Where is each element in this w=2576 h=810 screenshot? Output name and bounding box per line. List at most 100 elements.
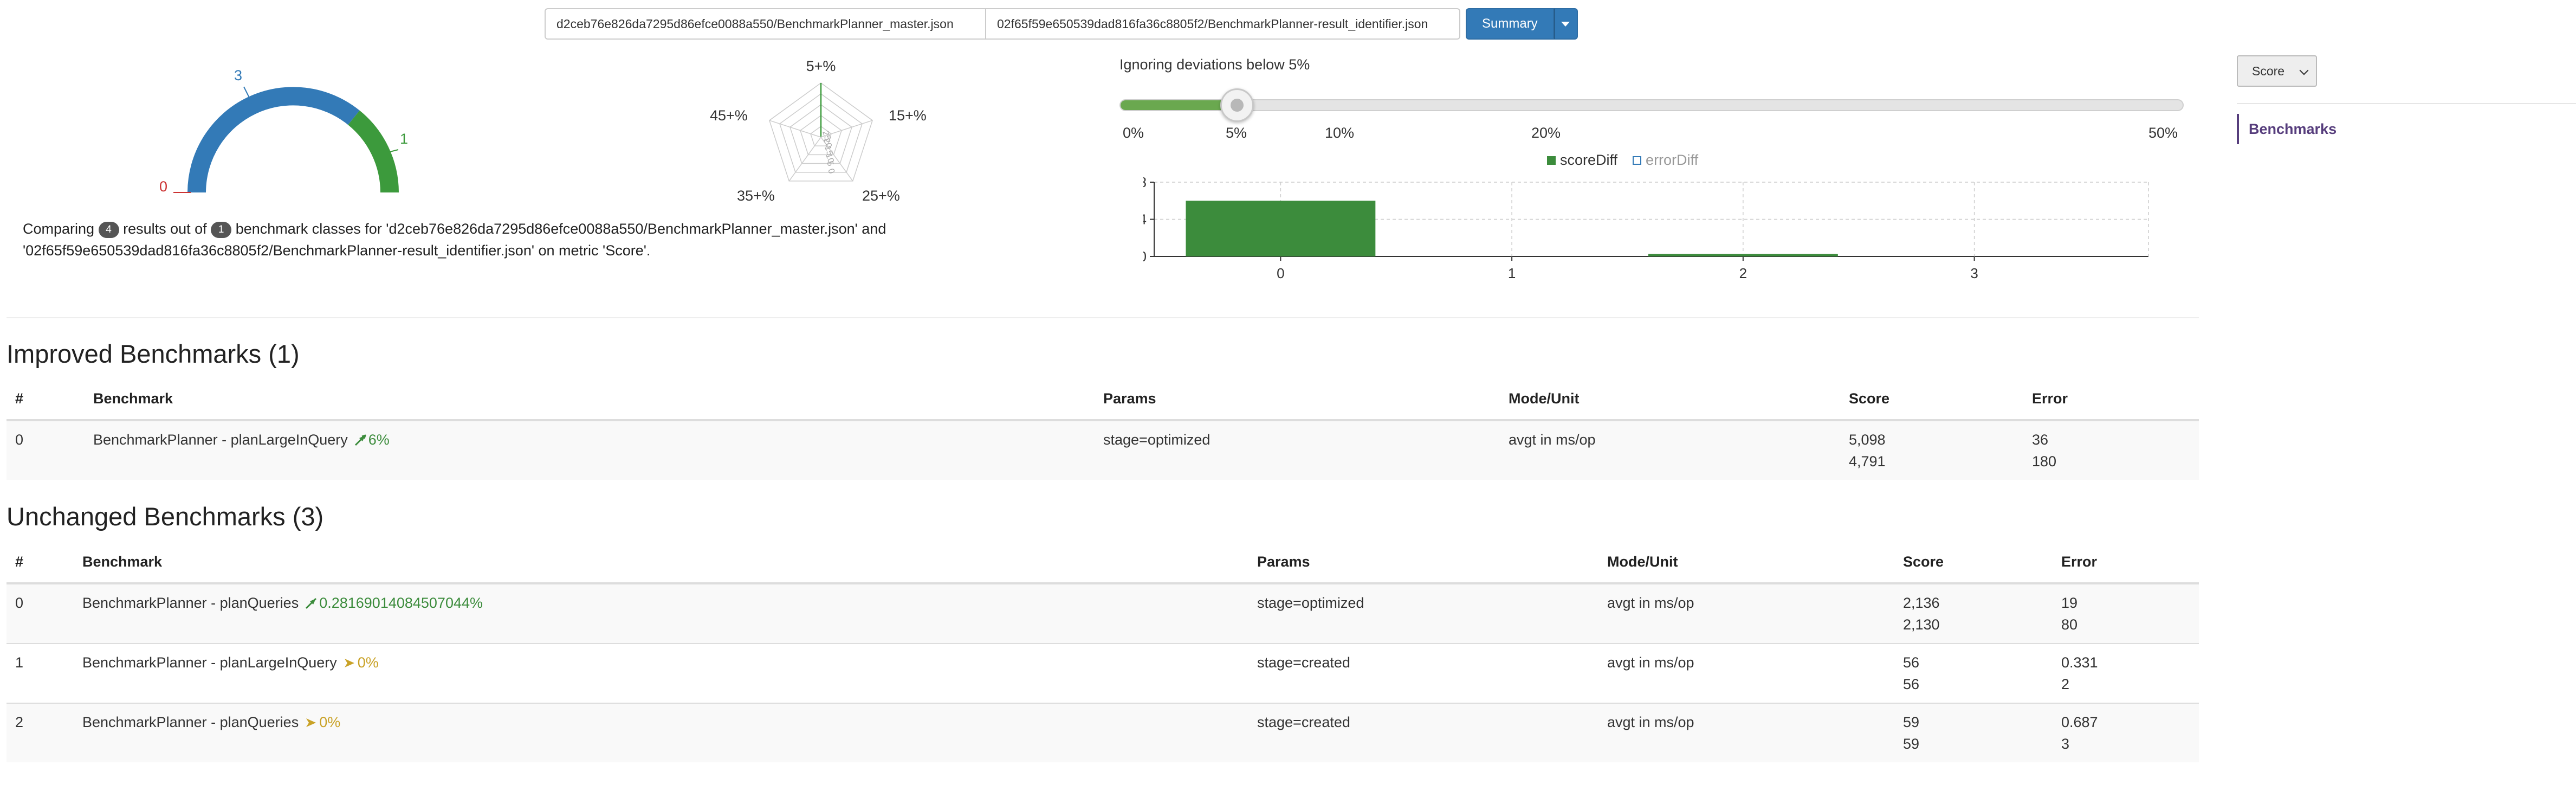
radar-ring [810,126,832,146]
trend-up-icon [306,597,317,609]
col-index: # [7,378,85,421]
chart-legend: scoreDiff errorDiff [1547,152,1698,169]
radar-spoke [769,120,821,138]
legend-score-diff[interactable]: scoreDiff [1547,152,1617,169]
score-result: 59 [1903,736,1920,752]
sidebar-divider [2237,103,2576,104]
score-result: 4,791 [1849,453,1886,470]
sidebar-item-label: Benchmarks [2249,120,2337,137]
radar-label-2: 25+% [862,188,900,204]
col-mode[interactable]: Mode/Unit [1500,378,1840,421]
slider-tick-5: 5% [1226,125,1247,141]
score-master: 56 [1903,654,1920,671]
file-selector-bar: d2ceb76e826da7295d86efce0088a550/Benchma… [545,8,1578,40]
radar-spoke [820,120,873,138]
table-row: 0 BenchmarkPlanner - planLargeInQuery 6% … [7,420,2199,480]
table-row: 2 BenchmarkPlanner - planQueries 0% stage… [7,703,2199,762]
score-cell: 2,136 2,130 [1894,583,2053,644]
col-mode[interactable]: Mode/Unit [1598,541,1894,584]
x-tick-label: 2 [1739,265,1747,281]
col-error[interactable]: Error [2053,541,2199,584]
benchmark-cell: BenchmarkPlanner - planLargeInQuery 6% [85,420,1095,480]
col-params[interactable]: Params [1248,541,1598,584]
score-diff-bar[interactable] [1648,254,1838,256]
col-params[interactable]: Params [1095,378,1500,421]
trend-up-icon [354,434,366,446]
error-cell: 19 80 [2053,583,2199,644]
result-file-field[interactable]: 02f65f59e650539dad816fa36c8805f2/Benchma… [986,8,1460,40]
error-cell: 36 180 [2023,420,2199,480]
summary-button[interactable]: Summary [1466,8,1554,40]
col-benchmark[interactable]: Benchmark [74,541,1248,584]
radar-spoke [820,137,853,182]
legend-error-diff[interactable]: errorDiff [1633,152,1698,169]
table-row: 0 BenchmarkPlanner - planQueries 0.281690… [7,583,2199,644]
mode-cell: avgt in ms/op [1500,420,1840,480]
error-cell: 0.687 3 [2053,703,2199,762]
row-index: 0 [7,583,74,644]
x-tick-label: 1 [1508,265,1516,281]
benchmark-cell: BenchmarkPlanner - planQueries 0.28169014… [74,583,1248,644]
gauge-arc-unchanged [187,87,360,193]
benchmark-cell: BenchmarkPlanner - planLargeInQuery 0% [74,643,1248,703]
deviation-label: Ignoring deviations below 5% [1119,56,1310,73]
improved-table: # Benchmark Params Mode/Unit Score Error… [7,378,2199,480]
summary-dropdown-toggle[interactable] [1554,8,1578,40]
benchmark-name: BenchmarkPlanner - planQueries [82,714,299,730]
metric-select-value: Score [2252,63,2285,78]
slider-tick-50: 50% [2148,125,2178,141]
legend-score-label: scoreDiff [1560,152,1618,168]
row-index: 0 [7,420,85,480]
metric-select[interactable]: Score [2237,55,2317,87]
col-error[interactable]: Error [2023,378,2199,421]
col-benchmark[interactable]: Benchmark [85,378,1095,421]
radar-chart: 5+% 15+% 25+% 35+% 45+% 25 20 15 10 5 0 [710,58,927,204]
score-result: 56 [1903,676,1920,692]
slider-tick-10: 10% [1325,125,1355,141]
error-result: 180 [2032,453,2057,470]
deviation-slider-fill [1121,100,1227,110]
master-file-field[interactable]: d2ceb76e826da7295d86efce0088a550/Benchma… [545,8,986,40]
score-master: 59 [1903,714,1920,730]
radar-ring [769,82,873,182]
diff-value: 0% [319,714,341,730]
sidebar-item-benchmarks[interactable]: Benchmarks [2237,114,2336,144]
diff-value: 6% [368,432,390,448]
caret-down-icon [1561,21,1570,27]
score-master: 5,098 [1849,432,1886,448]
col-score[interactable]: Score [1840,378,2023,421]
section-divider [7,317,2199,318]
score-diff-bar[interactable] [1186,201,1376,256]
error-swatch-icon [1633,156,1642,165]
deviation-slider-track[interactable] [1119,99,2184,111]
improved-title: Improved Benchmarks (1) [7,339,300,368]
benchmark-cell: BenchmarkPlanner - planQueries 0% [74,703,1248,762]
score-swatch-icon [1547,156,1556,165]
col-score[interactable]: Score [1894,541,2053,584]
benchmark-name: BenchmarkPlanner - planLargeInQuery [82,654,337,671]
y-tick-label: 4 [1143,211,1147,228]
diff-value: 0% [357,654,379,671]
x-tick-label: 3 [1970,265,1978,281]
result-gauge: 3 1 0 [159,67,408,195]
diff-bar-chart: 0 4 8 0 1 2 3 [1143,174,2149,281]
mode-cell: avgt in ms/op [1598,703,1894,762]
radar-ring [800,115,842,156]
x-tick-label: 0 [1277,265,1284,281]
radar-label-0: 5+% [806,58,836,74]
col-index: # [7,541,74,584]
score-cell: 59 59 [1894,703,2053,762]
gauge-label-top: 3 [234,67,242,83]
classes-count-badge: 1 [211,222,232,238]
radar-ring-label-3: 10 [824,152,836,164]
params-cell: stage=optimized [1248,583,1598,644]
benchmark-name: BenchmarkPlanner - planLargeInQuery [93,432,348,448]
params-cell: stage=optimized [1095,420,1500,480]
radar-ring-label-0: 25 [820,130,832,142]
score-cell: 5,098 4,791 [1840,420,2023,480]
chevron-down-icon [2299,66,2309,75]
deviation-slider-handle[interactable] [1220,88,1254,122]
comparison-summary: Comparing 4 results out of 1 benchmark c… [23,218,998,261]
improved-header-row: # Benchmark Params Mode/Unit Score Error [7,378,2199,421]
radar-ring-label-1: 20 [821,137,833,149]
